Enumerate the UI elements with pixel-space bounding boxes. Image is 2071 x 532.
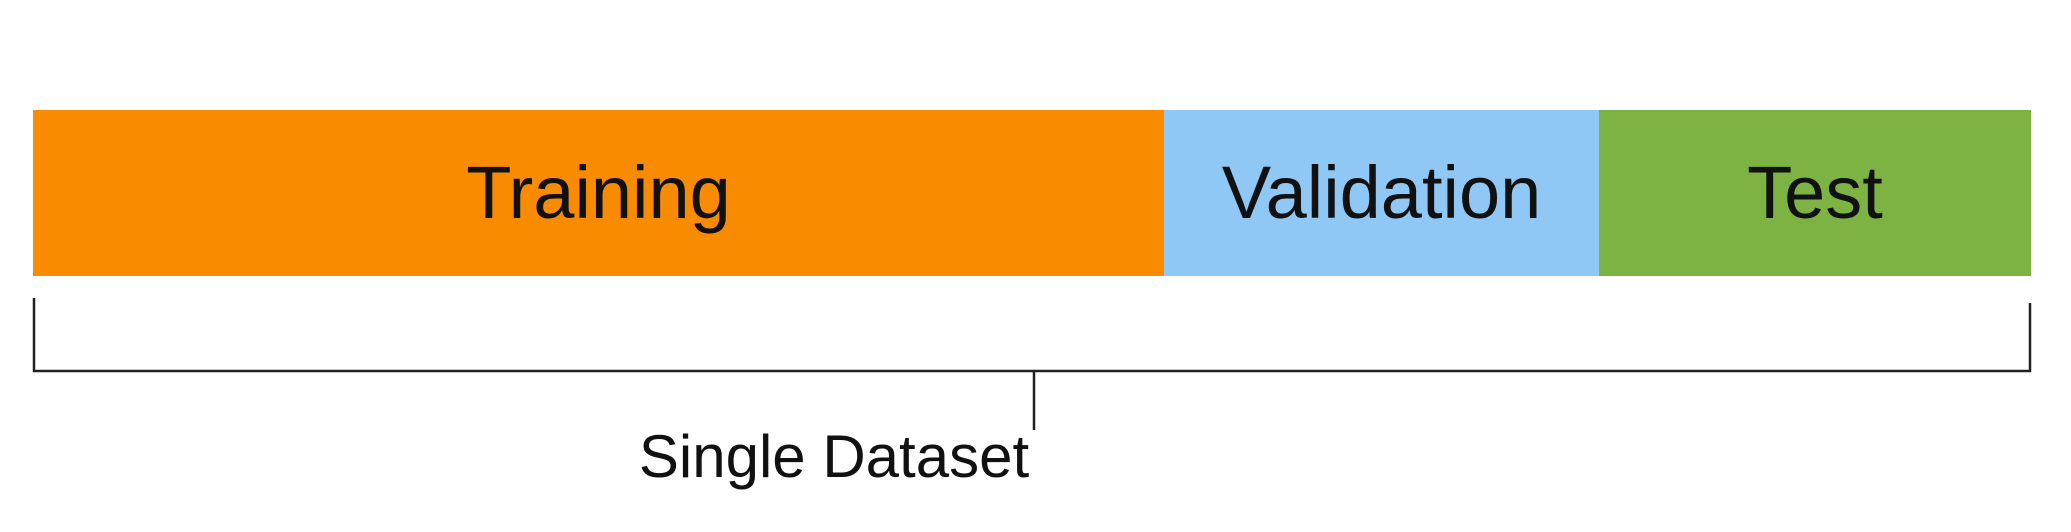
validation-label: Validation xyxy=(1221,151,1542,234)
validation-segment: Validation xyxy=(1164,110,1599,276)
test-segment: Test xyxy=(1599,110,2031,276)
bracket-line xyxy=(32,298,2032,430)
training-segment: Training xyxy=(33,110,1164,276)
dataset-split-bar: Training Validation Test xyxy=(33,110,2031,276)
test-label: Test xyxy=(1747,151,1883,234)
bracket-label: Single Dataset xyxy=(638,423,1030,490)
training-label: Training xyxy=(466,151,731,234)
